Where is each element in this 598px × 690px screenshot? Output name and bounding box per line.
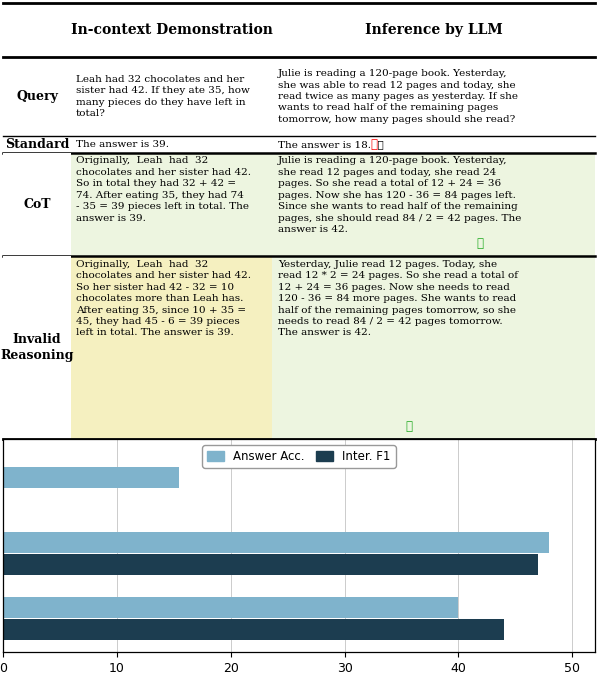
Text: Query: Query — [16, 90, 58, 103]
Text: Standard: Standard — [5, 138, 69, 151]
Text: Inference by LLM: Inference by LLM — [365, 23, 502, 37]
Text: Originally,  Leah  had  32
chocolates and her sister had 42.
So in total they ha: Originally, Leah had 32 chocolates and h… — [76, 157, 251, 223]
Bar — [3, 619, 504, 640]
Bar — [272, 256, 595, 440]
Bar — [3, 554, 538, 575]
Bar — [3, 57, 595, 137]
Bar — [3, 256, 71, 440]
Text: The answer is 18.  ✗: The answer is 18. ✗ — [278, 140, 384, 149]
Text: ✗: ✗ — [370, 138, 377, 151]
Legend: Answer Acc., Inter. F1: Answer Acc., Inter. F1 — [203, 445, 395, 468]
Text: CoT: CoT — [23, 198, 51, 211]
Text: In-context Demonstration: In-context Demonstration — [71, 23, 273, 37]
Bar — [71, 256, 272, 440]
Bar — [3, 466, 179, 488]
Bar — [3, 532, 550, 553]
Text: Invalid
Reasoning: Invalid Reasoning — [0, 333, 74, 362]
Bar — [3, 597, 459, 618]
Bar — [272, 153, 595, 256]
Bar — [3, 137, 595, 153]
Text: Julie is reading a 120-page book. Yesterday,
she was able to read 12 pages and t: Julie is reading a 120-page book. Yester… — [278, 69, 518, 124]
Text: Leah had 32 chocolates and her
sister had 42. If they ate 35, how
many pieces do: Leah had 32 chocolates and her sister ha… — [76, 75, 250, 118]
Bar — [3, 153, 71, 256]
Text: The answer is 39.: The answer is 39. — [76, 140, 169, 149]
Text: ✔: ✔ — [405, 420, 413, 433]
Text: Originally,  Leah  had  32
chocolates and her sister had 42.
So her sister had 4: Originally, Leah had 32 chocolates and h… — [76, 260, 251, 337]
Text: Yesterday, Julie read 12 pages. Today, she
read 12 * 2 = 24 pages. So she read a: Yesterday, Julie read 12 pages. Today, s… — [278, 260, 518, 337]
Text: Julie is reading a 120-page book. Yesterday,
she read 12 pages and today, she re: Julie is reading a 120-page book. Yester… — [278, 157, 521, 234]
Bar — [71, 153, 272, 256]
Text: ✔: ✔ — [477, 237, 484, 250]
